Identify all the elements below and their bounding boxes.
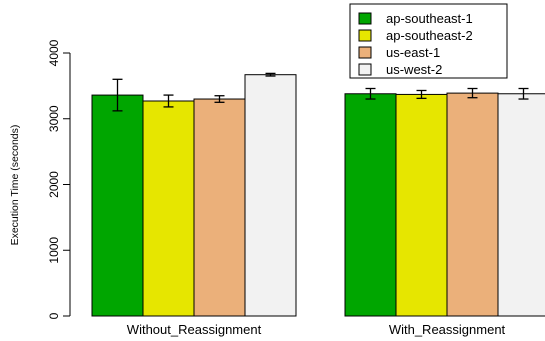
y-tick-label: 2000 xyxy=(47,171,61,198)
legend-swatch xyxy=(358,29,372,42)
bar xyxy=(91,94,144,317)
y-tick-label: 1000 xyxy=(47,237,61,264)
legend-label: ap-southeast-1 xyxy=(386,11,473,26)
legend-swatch xyxy=(358,12,372,25)
y-axis: 0 1000 2000 3000 4000 xyxy=(47,39,71,319)
legend-label: ap-southeast-2 xyxy=(386,28,473,43)
bar xyxy=(344,93,397,317)
bar xyxy=(446,92,499,317)
y-tick-label: 3000 xyxy=(47,105,61,132)
category-label: Without_Reassignment xyxy=(127,322,262,337)
bars xyxy=(91,74,545,317)
legend-swatch xyxy=(358,63,372,76)
legend-label: us-west-2 xyxy=(386,62,442,77)
bar xyxy=(244,74,297,317)
bar xyxy=(142,100,195,317)
bar xyxy=(497,93,545,317)
bar xyxy=(193,98,246,317)
category-label: With_Reassignment xyxy=(389,322,506,337)
legend-label: us-east-1 xyxy=(386,45,440,60)
legend-box xyxy=(349,3,508,79)
x-axis-labels: Without_Reassignment With_Reassignment xyxy=(127,322,506,337)
y-tick-label: 4000 xyxy=(47,39,61,66)
error-bars xyxy=(112,72,529,112)
y-tick-label: 0 xyxy=(47,312,61,319)
bar xyxy=(395,93,448,317)
y-axis-label: Execution Time (seconds) xyxy=(9,125,21,246)
legend-swatch xyxy=(358,46,372,59)
legend: ap-southeast-1 ap-southeast-2 us-east-1 us-… xyxy=(349,3,508,79)
